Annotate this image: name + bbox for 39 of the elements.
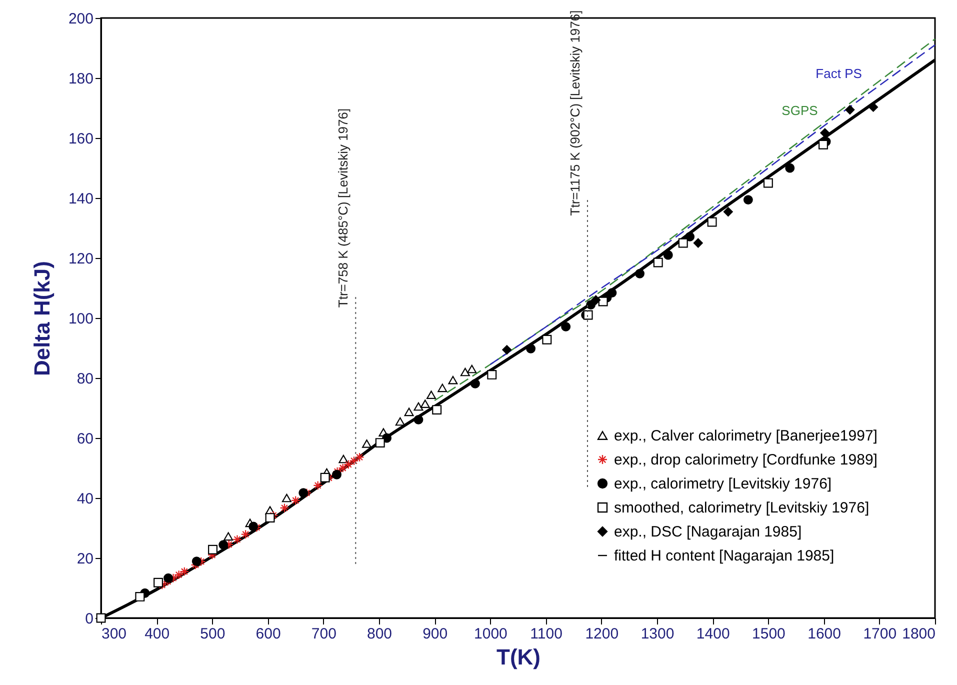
x-tick-label: 700 [311, 626, 336, 642]
y-tick-label: 40 [76, 490, 94, 508]
series-label: SGPS [782, 103, 818, 118]
y-tick-label: 200 [68, 10, 94, 28]
x-tick-label: 400 [144, 626, 170, 642]
legend-label: exp., calorimetry [Levitskiy 1976] [614, 476, 832, 492]
y-tick-label: 100 [68, 310, 94, 328]
x-tick-label: 1200 [585, 626, 619, 642]
x-tick-label: 500 [200, 626, 226, 642]
x-tick-label: 1300 [640, 626, 674, 642]
legend-label: exp., DSC [Nagarajan 1985] [614, 524, 802, 540]
series-label: Fact PS [816, 66, 862, 81]
ref-line-label: Ttr=758 K (485°C) [Levitskiy 1976] [336, 108, 351, 308]
legend-label: fitted H content [Nagarajan 1985] [614, 548, 834, 564]
x-tick-label: 1800 [902, 626, 936, 642]
ref-line-label: Ttr=1175 K (902°C) [Levitskiy 1976] [568, 10, 582, 216]
y-tick-label: 20 [76, 550, 94, 568]
x-tick-label: 1500 [752, 626, 786, 642]
y-tick-label: 180 [68, 70, 94, 88]
y-tick-label: 160 [68, 130, 94, 148]
x-tick-label: 1600 [808, 626, 841, 642]
legend-label: exp., drop calorimetry [Cordfunke 1989] [614, 452, 878, 468]
x-tick-label: 1400 [696, 626, 730, 642]
x-tick-label: 300 [102, 626, 127, 642]
y-tick-label: 140 [68, 190, 94, 208]
y-tick-label: 0 [85, 610, 94, 628]
x-axis-title: T(K) [496, 644, 540, 670]
x-tick-label: 600 [256, 626, 281, 642]
legend-label: smoothed, calorimetry [Levitskiy 1976] [614, 500, 870, 516]
y-axis-title: Delta H(kJ) [29, 261, 54, 376]
y-tick-label: 120 [68, 250, 94, 268]
x-tick-label: 800 [366, 626, 392, 642]
x-tick-label: 1700 [863, 626, 897, 642]
x-tick-label: 1100 [530, 626, 562, 642]
y-tick-label: 80 [76, 370, 94, 388]
y-tick-label: 60 [76, 430, 94, 448]
x-tick-label: 900 [422, 626, 448, 642]
x-tick-label: 1000 [474, 626, 508, 642]
legend-label: exp., Calver calorimetry [Banerjee1997] [614, 428, 878, 444]
